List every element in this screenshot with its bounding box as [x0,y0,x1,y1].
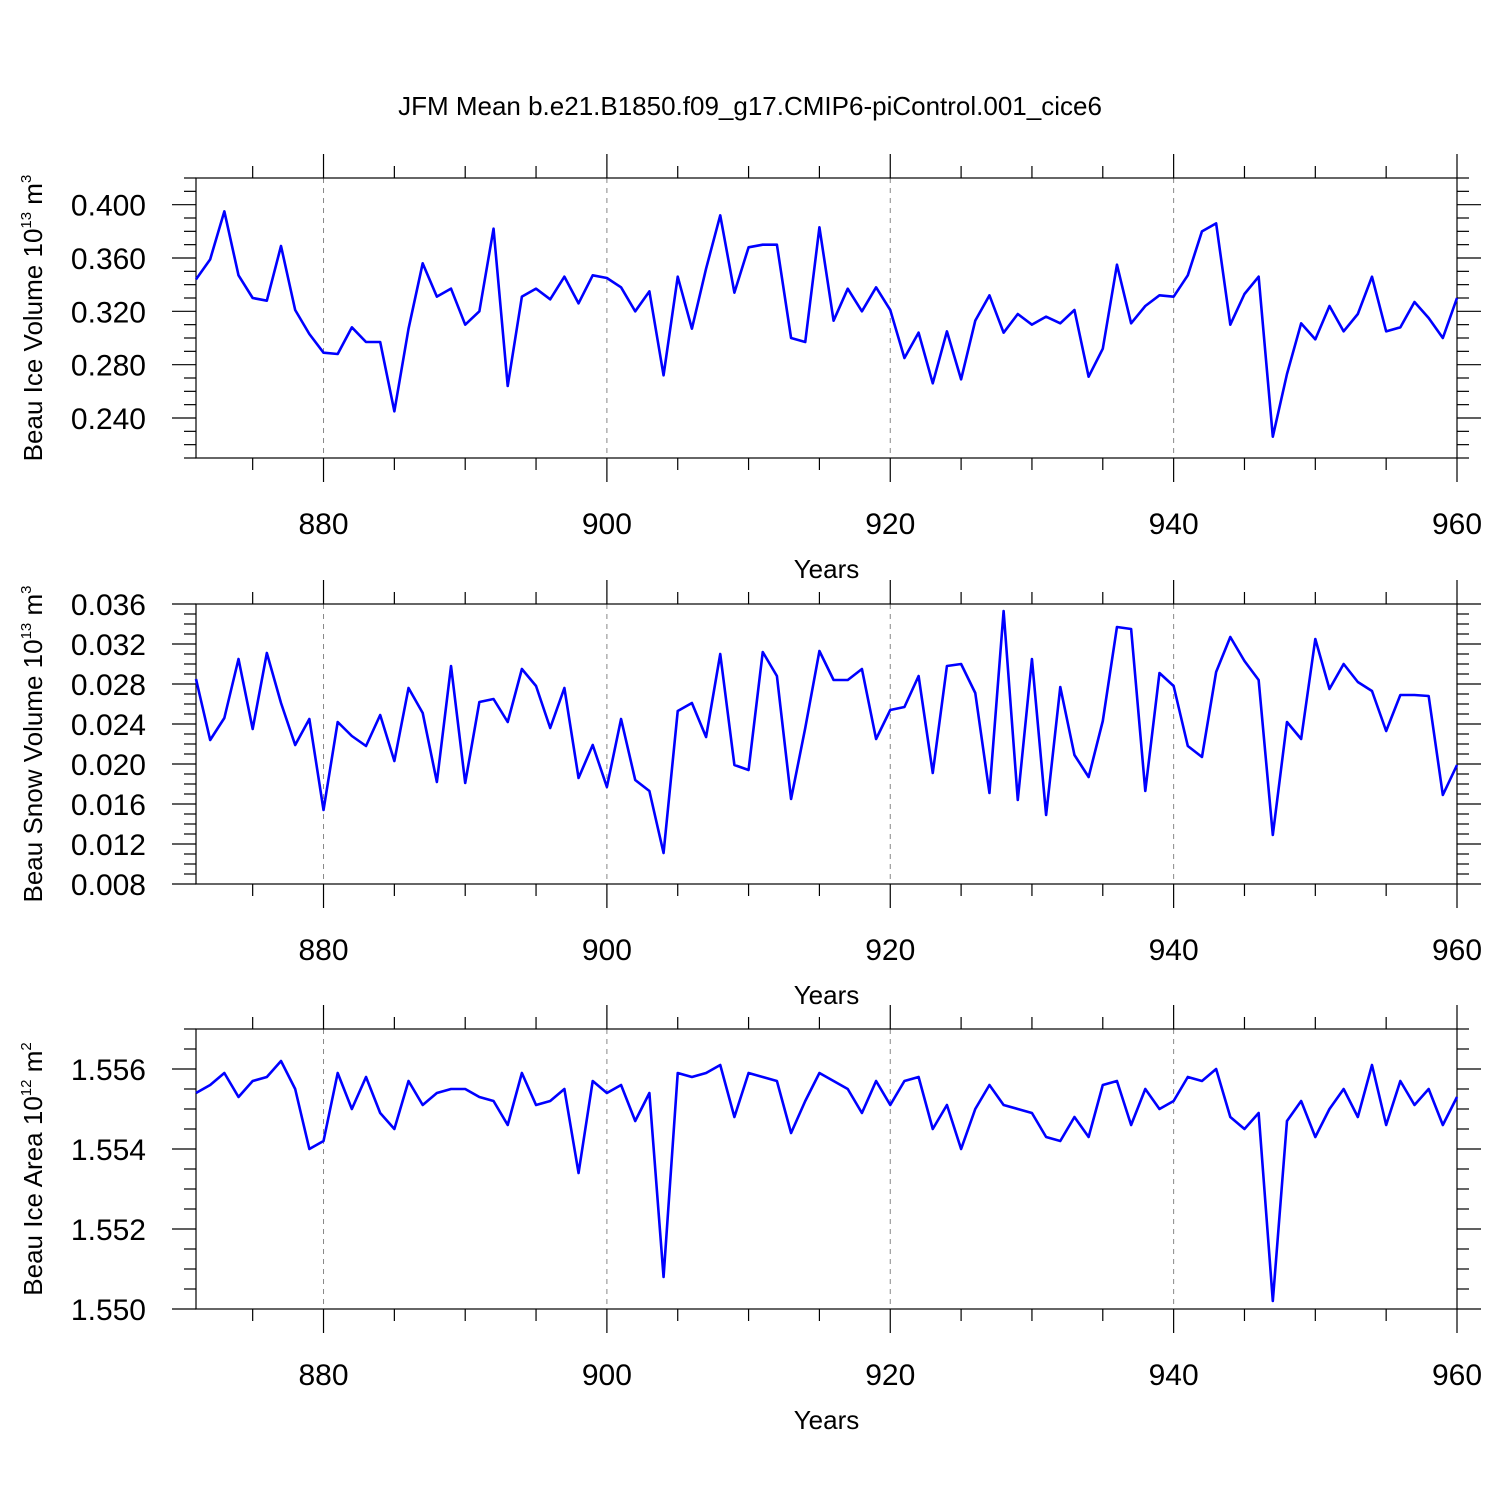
panel-2-y-tick-label: 0.016 [71,789,146,822]
panel-1-y-axis-label: Beau Ice Volume 1013 m3 [18,175,48,462]
panel-1-y-tick-label: 0.320 [71,296,146,329]
panel-3-y-tick-label: 1.552 [71,1214,146,1247]
panel-2-y-tick-label: 0.012 [71,829,146,862]
panel-1-x-tick-label: 880 [298,508,348,541]
panel-2-frame [195,603,1458,885]
panel-2: 880 900 920 940 960 0.008 0.012 0.016 0.020 0.024… [18,580,1482,1010]
panel-3-y-axis-label: Beau Ice Area 1012 m2 [18,1042,48,1295]
panel-2-y-axis-label: Beau Snow Volume 1013 m3 [18,586,48,903]
panel-3: 880 900 920 940 960 1.550 1.552 1.554 1.556 Years… [18,1005,1482,1435]
panel-3-x-tick-label: 880 [298,1359,348,1392]
panel-1-y-tick-label: 0.240 [71,403,146,436]
panel-1-y-tick-label: 0.280 [71,350,146,383]
panel-1-frame [195,177,1458,459]
panel-2-y-tick-label: 0.020 [71,749,146,782]
panels: 880 900 920 940 960 0.240 0.280 0.320 0.360 0.400… [18,154,1482,1435]
panel-3-series-line [195,1059,1459,1303]
panel-1-x-axis-label: Years [794,554,860,584]
panel-3-y-tick-label: 1.556 [71,1054,146,1087]
panel-1-x-tick-label: 920 [865,508,915,541]
panel-3-y-tick-label: 1.550 [71,1294,146,1327]
panel-3-x-axis-label: Years [794,1405,860,1435]
panel-1-x-tick-label: 940 [1149,508,1199,541]
panel-2-y-tick-label: 0.024 [71,709,146,742]
panel-2-x-tick-label: 960 [1432,934,1482,967]
panel-3-x-tick-label: 940 [1149,1359,1199,1392]
panel-1-x-tick-label: 960 [1432,508,1482,541]
panel-1-series-line [194,210,1459,438]
panel-2-y-tick-label: 0.036 [71,589,146,622]
panel-1: 880 900 920 940 960 0.240 0.280 0.320 0.360 0.400… [18,154,1482,584]
panel-2-x-axis-label: Years [794,980,860,1010]
panel-2-x-tick-label: 900 [582,934,632,967]
panel-2-x-tick-label: 920 [865,934,915,967]
panel-3-x-tick-label: 920 [865,1359,915,1392]
panel-2-x-tick-label: 940 [1149,934,1199,967]
panel-2-y-tick-label: 0.028 [71,669,146,702]
panel-3-frame [195,1028,1458,1310]
panel-2-y-tick-label: 0.008 [71,869,146,902]
chart-title: JFM Mean b.e21.B1850.f09_g17.CMIP6-piCon… [398,91,1102,121]
panel-2-series-line [194,609,1459,855]
panel-1-x-tick-label: 900 [582,508,632,541]
panel-2-y-tick-label: 0.032 [71,629,146,662]
panel-1-y-tick-label: 0.400 [71,190,146,223]
panel-3-x-tick-label: 900 [582,1359,632,1392]
panel-3-y-tick-label: 1.554 [71,1134,146,1167]
panel-2-x-tick-label: 880 [298,934,348,967]
panel-1-y-tick-label: 0.360 [71,243,146,276]
panel-3-x-tick-label: 960 [1432,1359,1482,1392]
